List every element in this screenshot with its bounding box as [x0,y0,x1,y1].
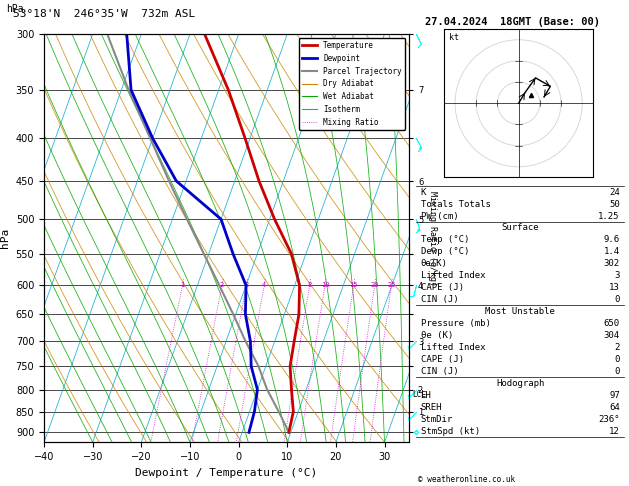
Text: 53°18'N  246°35'W  732m ASL: 53°18'N 246°35'W 732m ASL [13,9,195,19]
Text: 27.04.2024  18GMT (Base: 00): 27.04.2024 18GMT (Base: 00) [425,17,599,27]
Text: 8: 8 [308,282,312,288]
Text: Dewp (°C): Dewp (°C) [421,247,469,257]
Text: EH: EH [421,391,431,400]
Text: 25: 25 [387,282,396,288]
Text: Surface: Surface [501,224,539,232]
Text: 3: 3 [244,282,248,288]
Text: CAPE (J): CAPE (J) [421,283,464,292]
Text: 0: 0 [615,355,620,364]
Text: 64: 64 [609,403,620,412]
Text: CAPE (J): CAPE (J) [421,355,464,364]
Text: Totals Totals: Totals Totals [421,200,491,208]
Legend: Temperature, Dewpoint, Parcel Trajectory, Dry Adiabat, Wet Adiabat, Isotherm, Mi: Temperature, Dewpoint, Parcel Trajectory… [299,38,405,130]
Y-axis label: Mixing Ratio (g/kg): Mixing Ratio (g/kg) [428,191,437,286]
Text: Lifted Index: Lifted Index [421,343,485,352]
Text: θe(K): θe(K) [421,260,447,268]
Text: 9.6: 9.6 [604,235,620,244]
Text: 650: 650 [604,319,620,328]
X-axis label: Dewpoint / Temperature (°C): Dewpoint / Temperature (°C) [135,468,318,478]
Text: Hodograph: Hodograph [496,379,544,388]
Text: 13: 13 [609,283,620,292]
Text: 1.25: 1.25 [598,211,620,221]
Text: 236°: 236° [598,415,620,424]
Text: 12: 12 [609,427,620,436]
Text: 0: 0 [615,295,620,304]
Text: 4: 4 [262,282,266,288]
Text: CIN (J): CIN (J) [421,367,458,376]
Text: 15: 15 [350,282,358,288]
Text: Lifted Index: Lifted Index [421,271,485,280]
Text: θe (K): θe (K) [421,331,453,340]
Text: K: K [421,188,426,197]
Text: 304: 304 [604,331,620,340]
Text: StmDir: StmDir [421,415,453,424]
Y-axis label: hPa: hPa [0,228,10,248]
Text: 1.4: 1.4 [604,247,620,257]
Text: 10: 10 [321,282,329,288]
Text: LCL: LCL [413,390,426,399]
Text: kt: kt [448,33,459,42]
Text: 2: 2 [615,343,620,352]
Text: Temp (°C): Temp (°C) [421,235,469,244]
Text: 0: 0 [615,367,620,376]
Text: 2: 2 [220,282,224,288]
Text: Pressure (mb): Pressure (mb) [421,319,491,328]
Text: © weatheronline.co.uk: © weatheronline.co.uk [418,474,515,484]
Text: hPa: hPa [6,4,24,14]
Text: 97: 97 [609,391,620,400]
Text: 3: 3 [615,271,620,280]
Text: 302: 302 [604,260,620,268]
Text: 20: 20 [370,282,379,288]
Text: SREH: SREH [421,403,442,412]
Text: Most Unstable: Most Unstable [485,307,555,316]
Text: 50: 50 [609,200,620,208]
Text: CIN (J): CIN (J) [421,295,458,304]
Text: PW (cm): PW (cm) [421,211,458,221]
Text: 24: 24 [609,188,620,197]
Text: StmSpd (kt): StmSpd (kt) [421,427,480,436]
Text: 1: 1 [181,282,185,288]
